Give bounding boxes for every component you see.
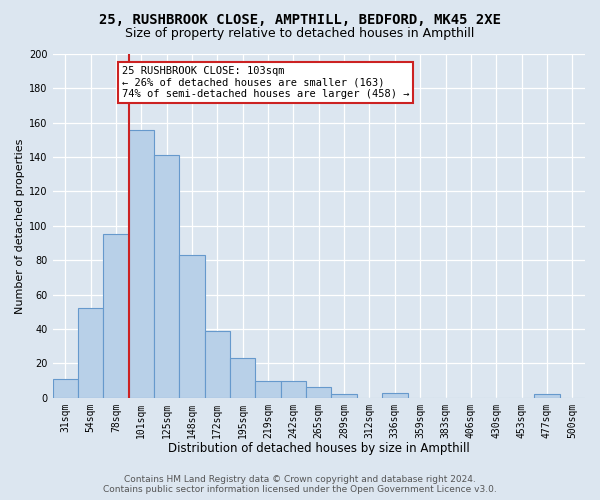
Bar (128, 130, 154, 398)
Bar (53, 379, 78, 398)
Bar (205, 330, 230, 398)
Bar (154, 156, 179, 398)
Bar (256, 380, 281, 398)
Text: Size of property relative to detached houses in Ampthill: Size of property relative to detached ho… (125, 28, 475, 40)
Bar (103, 234, 128, 398)
Y-axis label: Number of detached properties: Number of detached properties (15, 138, 25, 314)
X-axis label: Distribution of detached houses by size in Ampthill: Distribution of detached houses by size … (168, 442, 470, 455)
Bar (230, 358, 256, 398)
Bar (382, 392, 407, 398)
Bar (306, 388, 331, 398)
Bar (534, 394, 560, 398)
Text: 25 RUSHBROOK CLOSE: 103sqm
← 26% of detached houses are smaller (163)
74% of sem: 25 RUSHBROOK CLOSE: 103sqm ← 26% of deta… (122, 66, 409, 99)
Text: 25, RUSHBROOK CLOSE, AMPTHILL, BEDFORD, MK45 2XE: 25, RUSHBROOK CLOSE, AMPTHILL, BEDFORD, … (99, 12, 501, 26)
Text: Contains HM Land Registry data © Crown copyright and database right 2024.
Contai: Contains HM Land Registry data © Crown c… (103, 474, 497, 494)
Bar (78, 308, 103, 398)
Bar (179, 255, 205, 398)
Bar (281, 380, 306, 398)
Bar (331, 394, 357, 398)
